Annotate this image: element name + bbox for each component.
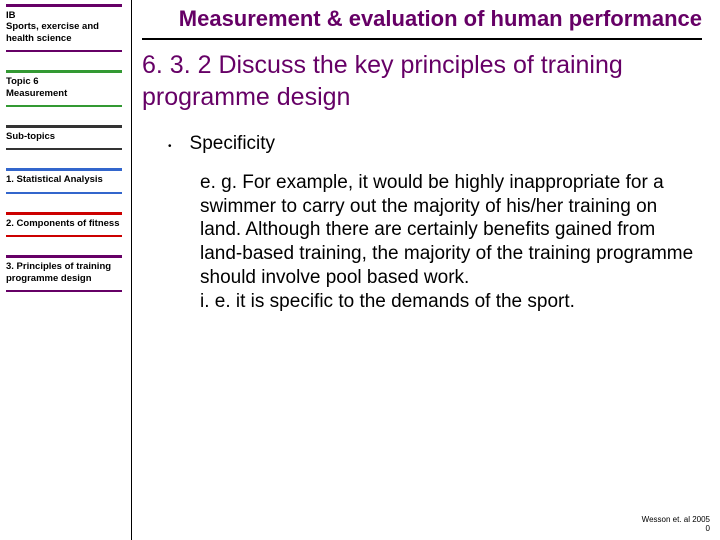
sidebar-block-subtopics: Sub-topics [6, 125, 122, 150]
body-paragraph-2: i. e. it is specific to the demands of t… [200, 290, 698, 314]
sidebar-item-2: 2. Components of fitness [6, 212, 122, 237]
course-label: Sports, exercise and health science [6, 21, 122, 44]
subtopic-2: 2. Components of fitness [6, 218, 122, 229]
sidebar-block-topic: Topic 6 Measurement [6, 70, 122, 107]
subtopic-3: 3. Principles of training programme desi… [6, 261, 122, 284]
sidebar-item-3: 3. Principles of training programme desi… [6, 255, 122, 292]
sidebar: IB Sports, exercise and health science T… [0, 0, 128, 540]
bullet-item: • Specificity [168, 133, 702, 155]
sidebar-item-1: 1. Statistical Analysis [6, 168, 122, 193]
topic-num: Topic 6 [6, 76, 122, 87]
ib-label: IB [6, 10, 122, 21]
page-title: Measurement & evaluation of human perfor… [142, 6, 702, 38]
main-content: Measurement & evaluation of human perfor… [138, 0, 714, 540]
body-paragraph-1: e. g. For example, it would be highly in… [200, 171, 698, 290]
footer-page: 0 [642, 525, 710, 534]
sidebar-block-course: IB Sports, exercise and health science [6, 4, 122, 52]
footer: Wesson et. al 2005 0 [642, 516, 710, 534]
bullet-marker: • [168, 141, 172, 152]
bullet-text: Specificity [190, 133, 276, 155]
subtopic-1: 1. Statistical Analysis [6, 174, 122, 185]
subtopics-label: Sub-topics [6, 131, 122, 142]
topic-name: Measurement [6, 88, 122, 99]
section-heading: 6. 3. 2 Discuss the key principles of tr… [142, 50, 702, 113]
footer-reference: Wesson et. al 2005 [642, 516, 710, 525]
horizontal-divider [142, 38, 702, 40]
vertical-divider [131, 0, 132, 540]
